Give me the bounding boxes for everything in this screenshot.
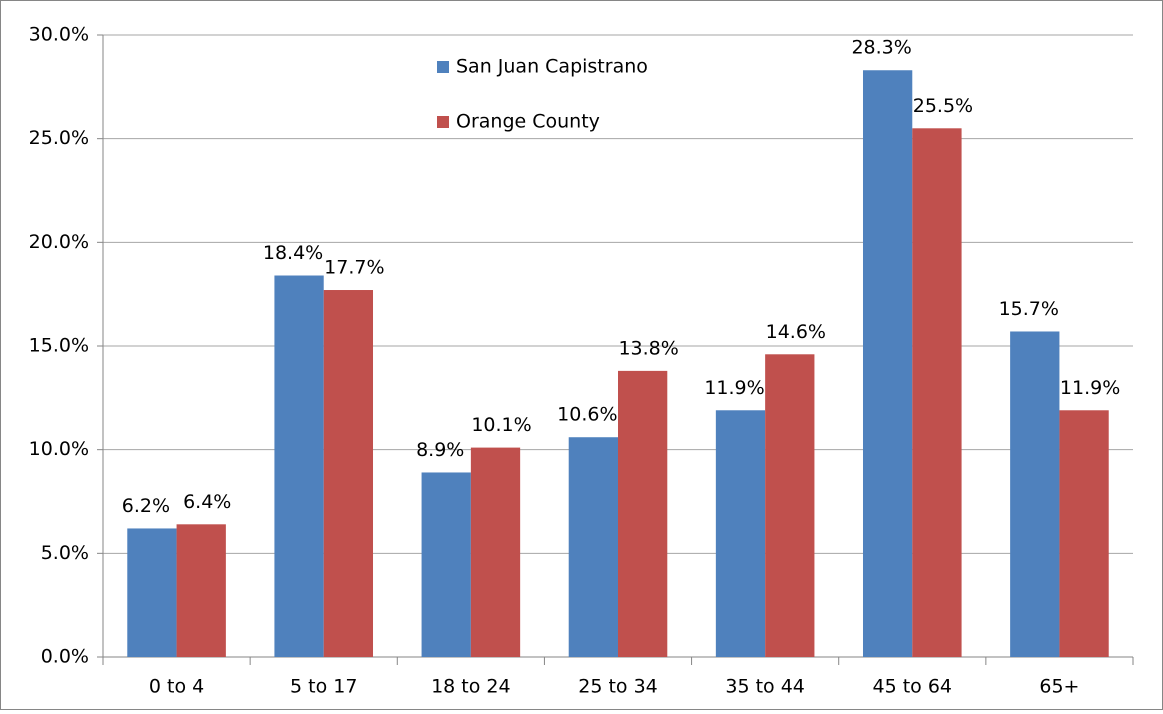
x-tick-label: 45 to 64 <box>873 676 953 698</box>
data-label: 13.8% <box>618 337 678 359</box>
bar <box>1010 331 1060 657</box>
data-label: 11.9% <box>1060 377 1120 399</box>
y-tick-label: 20.0% <box>29 231 89 253</box>
data-label: 10.1% <box>471 414 531 436</box>
data-label: 25.5% <box>913 95 973 117</box>
x-tick-label: 5 to 17 <box>290 676 357 698</box>
bar <box>618 370 668 657</box>
bar <box>176 524 226 657</box>
legend-label: San Juan Capistrano <box>456 56 648 78</box>
data-label: 18.4% <box>263 242 323 264</box>
x-tick-label: 18 to 24 <box>431 676 511 698</box>
data-label: 8.9% <box>416 439 464 461</box>
x-tick-label: 35 to 44 <box>725 676 805 698</box>
x-tick-label: 25 to 34 <box>578 676 658 698</box>
legend-label: Orange County <box>456 111 600 133</box>
bar <box>470 447 521 657</box>
bar <box>1059 410 1109 657</box>
data-label: 10.6% <box>557 404 617 426</box>
data-label: 14.6% <box>766 321 826 343</box>
y-tick-label: 25.0% <box>29 127 89 149</box>
bar <box>323 290 374 657</box>
bar <box>765 354 815 657</box>
data-label: 28.3% <box>851 37 911 59</box>
data-label: 11.9% <box>704 377 764 399</box>
data-label: 6.2% <box>122 495 170 517</box>
y-tick-label: 0.0% <box>41 646 89 668</box>
legend-swatch <box>437 61 449 73</box>
y-tick-label: 30.0% <box>29 24 89 46</box>
bar <box>274 275 324 657</box>
bar <box>862 70 913 658</box>
bar <box>715 410 766 657</box>
y-tick-label: 15.0% <box>29 335 89 357</box>
y-tick-label: 5.0% <box>41 542 89 564</box>
bar <box>127 528 177 657</box>
x-tick-label: 0 to 4 <box>149 676 204 698</box>
bar <box>912 128 962 658</box>
data-label: 6.4% <box>183 491 231 513</box>
data-label: 17.7% <box>324 257 384 279</box>
bar <box>421 472 471 657</box>
bar <box>568 437 618 657</box>
legend-swatch <box>437 116 449 128</box>
y-tick-label: 10.0% <box>29 438 89 460</box>
x-tick-label: 65+ <box>1039 676 1079 698</box>
data-label: 15.7% <box>999 298 1059 320</box>
